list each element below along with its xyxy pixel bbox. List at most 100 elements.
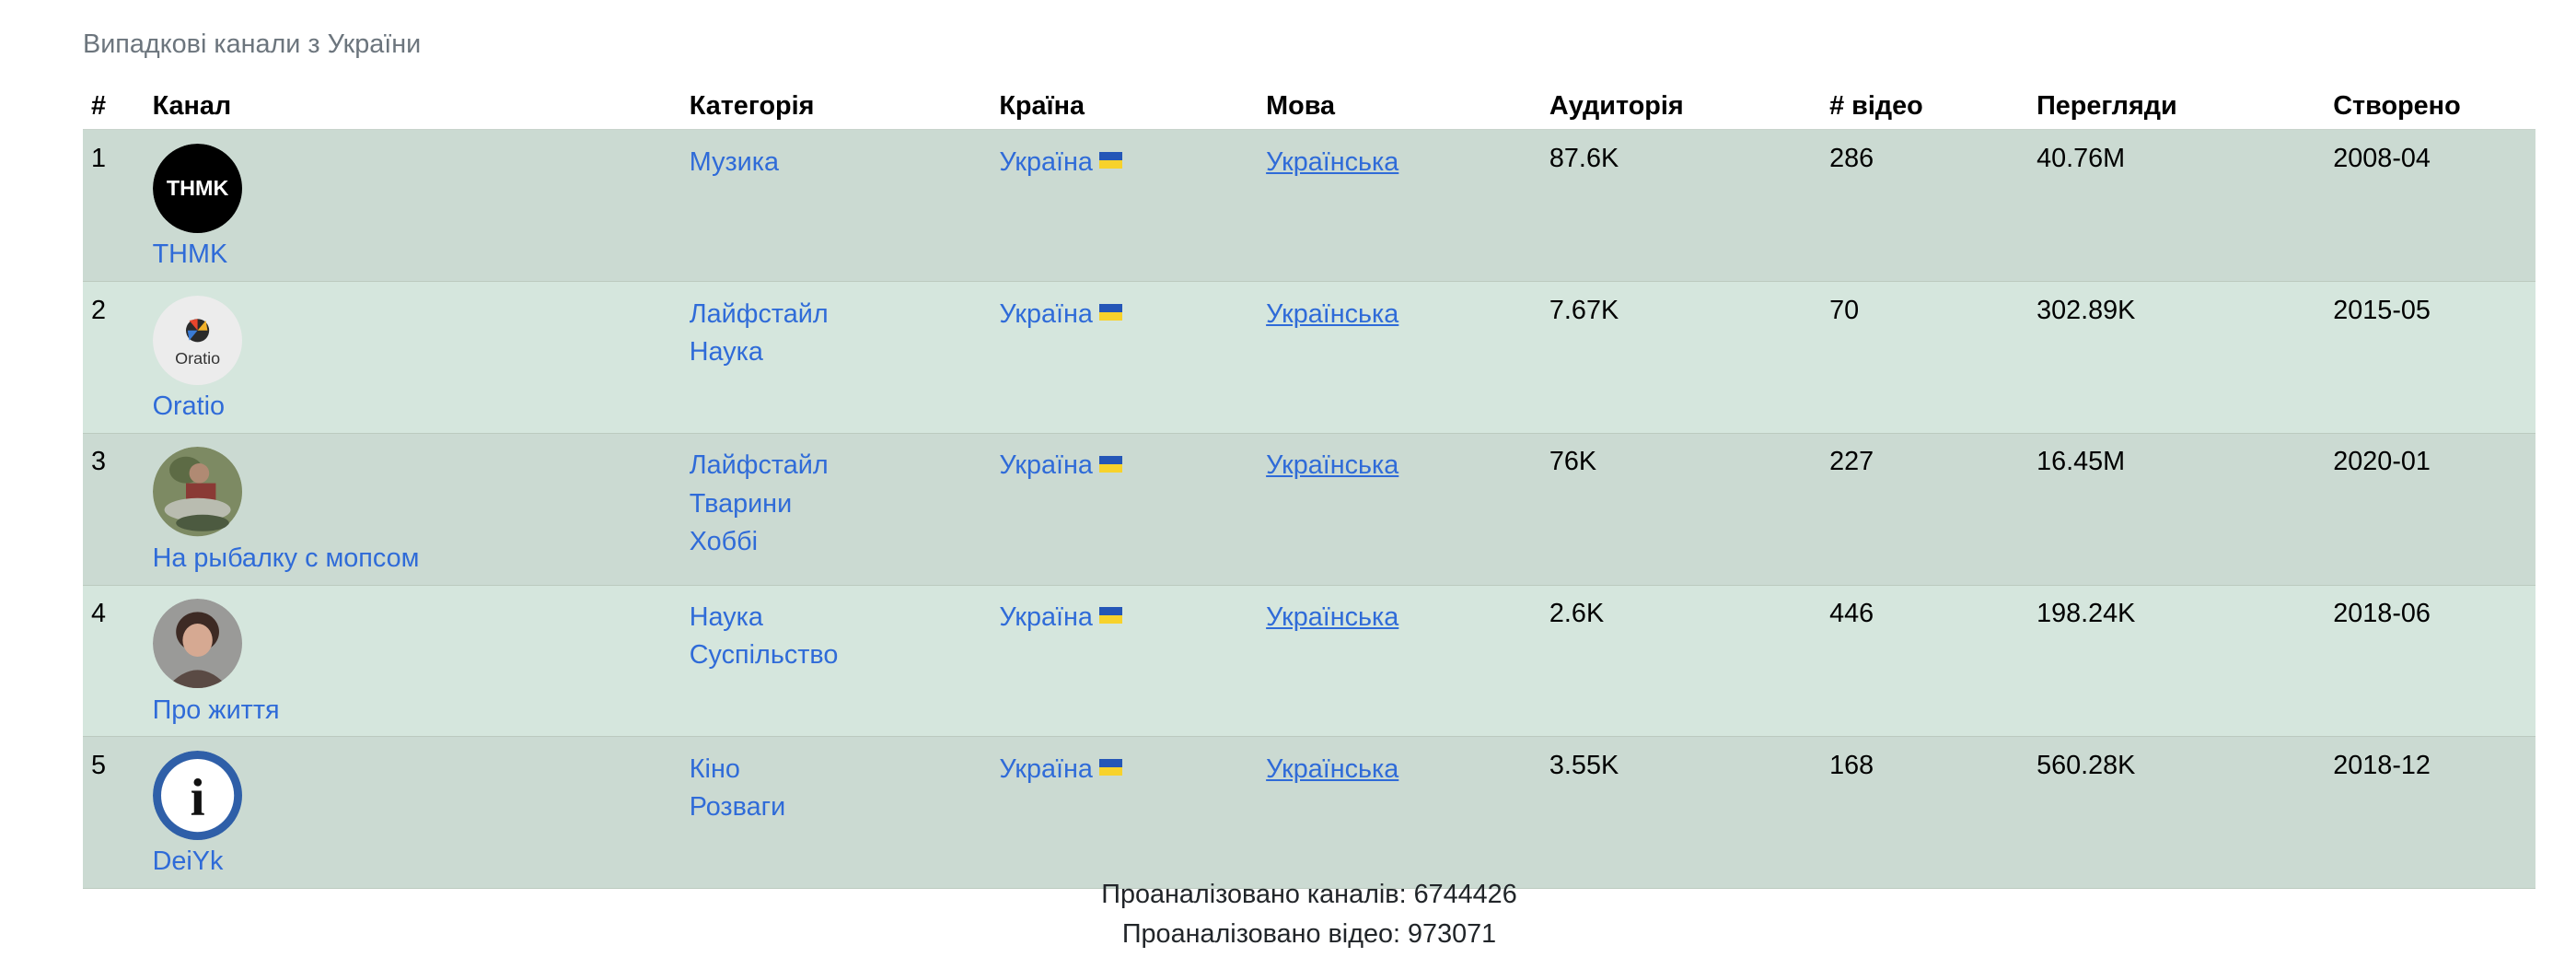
language-link[interactable]: Українська: [1266, 753, 1399, 784]
category-link[interactable]: Тварини: [689, 488, 793, 519]
audience-value: 2.6K: [1540, 585, 1822, 738]
category-link[interactable]: Наука: [689, 336, 763, 367]
language-cell: Українська: [1258, 281, 1541, 434]
category-link[interactable]: Розваги: [689, 792, 786, 823]
table-row: 1 THMK THMK Музика Україна: [83, 129, 2535, 283]
category-cell: Лайфстайл Тварини Хоббі: [680, 433, 992, 586]
row-num: 3: [83, 433, 145, 586]
country-link[interactable]: Україна: [999, 753, 1093, 784]
created-value: 2008-04: [2325, 129, 2535, 283]
header-language: Мова: [1258, 83, 1541, 131]
language-link[interactable]: Українська: [1266, 146, 1399, 177]
country-link[interactable]: Україна: [999, 298, 1093, 329]
videos-value: 446: [1821, 585, 2029, 738]
ukraine-flag-icon: [1099, 455, 1123, 473]
audience-value: 7.67K: [1540, 281, 1822, 434]
language-cell: Українська: [1258, 736, 1541, 890]
country-link[interactable]: Україна: [999, 602, 1093, 633]
channel-avatar[interactable]: Oratio: [152, 295, 242, 385]
category-link[interactable]: Наука: [689, 602, 763, 633]
category-cell: Лайфстайл Наука: [680, 281, 992, 434]
created-value: 2015-05: [2325, 281, 2535, 434]
category-link[interactable]: Суспільство: [689, 640, 839, 671]
avatar-text: Oratio: [175, 348, 220, 367]
table-row: 4 Про життя Наука Суспільство: [83, 585, 2535, 738]
row-num: 4: [83, 585, 145, 738]
header-views: Перегляди: [2028, 83, 2326, 131]
category-link[interactable]: Лайфстайл: [689, 298, 829, 329]
channel-link[interactable]: На рыбалку с мопсом: [152, 543, 420, 573]
videos-analyzed-count: Проаналізовано відео: 973071: [1121, 918, 1497, 949]
country-cell: Україна: [991, 433, 1259, 586]
channels-table: # Канал Категорія Країна Мова Аудиторія …: [83, 83, 2535, 890]
ukraine-flag-icon: [1099, 303, 1123, 321]
channel-link[interactable]: Oratio: [152, 391, 225, 422]
videos-value: 168: [1821, 736, 2029, 890]
language-link[interactable]: Українська: [1266, 450, 1399, 481]
table-row: 3 На рыбалку с мопсом: [83, 433, 2535, 586]
language-cell: Українська: [1258, 129, 1541, 283]
channel-avatar[interactable]: THMK: [152, 143, 242, 233]
audience-value: 3.55K: [1540, 736, 1822, 890]
views-value: 560.28K: [2028, 736, 2326, 890]
avatar-oratio-logo: Oratio: [152, 295, 242, 385]
header-audience: Аудиторія: [1540, 83, 1822, 131]
country-cell: Україна: [991, 736, 1259, 890]
channel-link[interactable]: Про життя: [152, 695, 280, 725]
country-link[interactable]: Україна: [999, 450, 1093, 481]
audience-value: 87.6K: [1540, 129, 1822, 283]
header-videos: # відео: [1821, 83, 2029, 131]
header-channel: Канал: [144, 83, 681, 131]
avatar-portrait-photo: [152, 599, 242, 689]
row-num: 2: [83, 281, 145, 434]
channel-cell: Про життя: [144, 585, 681, 738]
table-header-row: # Канал Категорія Країна Мова Аудиторія …: [83, 83, 2535, 131]
views-value: 40.76M: [2028, 129, 2326, 283]
views-value: 302.89K: [2028, 281, 2326, 434]
category-cell: Наука Суспільство: [680, 585, 992, 738]
channel-cell: Oratio Oratio: [144, 281, 681, 434]
channel-cell: i DeiYk: [144, 736, 681, 890]
videos-value: 227: [1821, 433, 2029, 586]
table-row: 2 Oratio Oratio: [83, 281, 2535, 434]
row-num: 5: [83, 736, 145, 890]
created-value: 2020-01: [2325, 433, 2535, 586]
country-link[interactable]: Україна: [999, 146, 1093, 177]
category-link[interactable]: Кіно: [689, 753, 740, 784]
channel-link[interactable]: DeiYk: [152, 846, 224, 877]
country-cell: Україна: [991, 585, 1259, 738]
videos-value: 286: [1821, 129, 2029, 283]
created-value: 2018-06: [2325, 585, 2535, 738]
language-link[interactable]: Українська: [1266, 298, 1399, 329]
channel-avatar[interactable]: i: [152, 750, 242, 841]
header-created: Створено: [2325, 83, 2535, 131]
ukraine-flag-icon: [1099, 607, 1123, 625]
category-link[interactable]: Лайфстайл: [689, 450, 829, 481]
table-row: 5 i DeiYk Кіно Розваги: [83, 736, 2535, 890]
ukraine-flag-icon: [1099, 151, 1123, 169]
ukraine-flag-icon: [1099, 759, 1123, 776]
views-value: 16.45M: [2028, 433, 2326, 586]
category-link[interactable]: Музика: [689, 146, 780, 177]
table-caption: Випадкові канали з України: [83, 29, 422, 60]
channels-analyzed-count: Проаналізовано каналів: 6744426: [1101, 880, 1517, 910]
channel-avatar[interactable]: [152, 599, 242, 689]
channel-avatar[interactable]: [152, 447, 242, 537]
avatar-text: THMK: [166, 176, 228, 200]
channel-link[interactable]: THMK: [152, 239, 228, 270]
header-category: Категорія: [680, 83, 992, 131]
avatar-thmk-logo: THMK: [152, 143, 242, 233]
language-link[interactable]: Українська: [1266, 602, 1399, 633]
category-link[interactable]: Хоббі: [689, 527, 759, 557]
channel-cell: THMK THMK: [144, 129, 681, 283]
audience-value: 76K: [1540, 433, 1822, 586]
language-cell: Українська: [1258, 433, 1541, 586]
stats-footer: Проаналізовано каналів: 6744426 Проаналі…: [0, 875, 2576, 953]
header-num: #: [83, 83, 145, 131]
country-cell: Україна: [991, 129, 1259, 283]
language-cell: Українська: [1258, 585, 1541, 738]
country-cell: Україна: [991, 281, 1259, 434]
row-num: 1: [83, 129, 145, 283]
channel-cell: На рыбалку с мопсом: [144, 433, 681, 586]
created-value: 2018-12: [2325, 736, 2535, 890]
